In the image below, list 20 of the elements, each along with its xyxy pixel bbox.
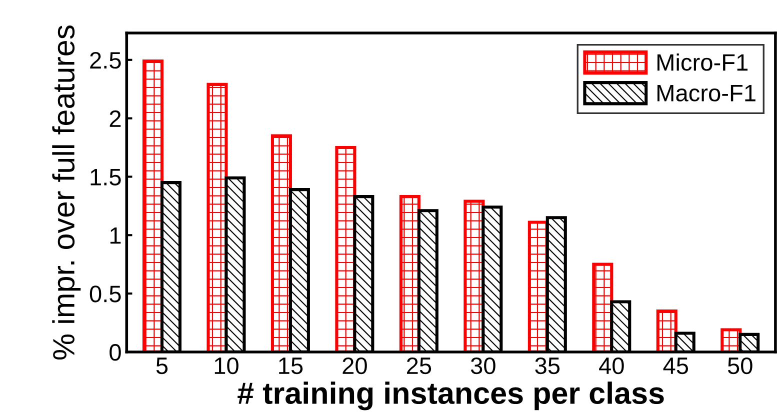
- x-tick-label: 35: [535, 357, 560, 374]
- x-tick-label: 15: [279, 358, 303, 374]
- legend-label: Macro-F1: [657, 84, 756, 102]
- x-tick-label: 5: [156, 358, 168, 374]
- y-tick-label: 0.5: [90, 286, 121, 302]
- x-tick-label: 45: [663, 358, 688, 374]
- legend-label: Micro-F1: [657, 53, 748, 71]
- x-tick-label: 30: [470, 357, 496, 374]
- y-axis-title: % impr. over full features: [52, 25, 81, 360]
- x-tick-label: 25: [406, 357, 432, 374]
- x-tick-label: 10: [214, 357, 238, 374]
- x-tick-label: 50: [728, 357, 752, 374]
- y-tick-label: 2.5: [90, 52, 121, 69]
- y-tick-label: 2: [110, 110, 121, 127]
- y-tick-label: 0: [110, 344, 121, 361]
- x-tick-label: 20: [342, 357, 367, 374]
- y-tick-label: 1.5: [90, 169, 121, 186]
- x-axis-title: # training instances per class: [238, 382, 664, 410]
- y-tick-label: 1: [110, 227, 121, 244]
- x-tick-label: 40: [599, 357, 624, 374]
